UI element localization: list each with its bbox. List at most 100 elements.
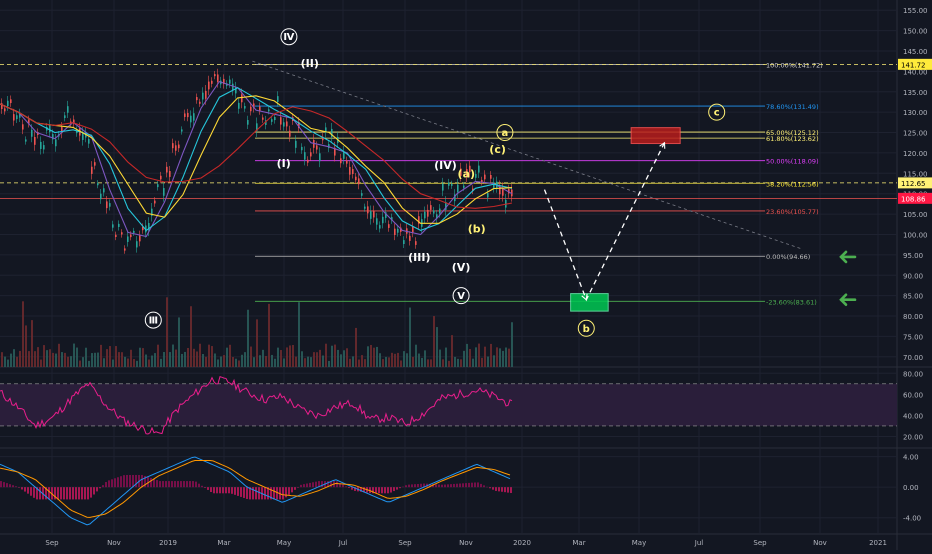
candle-body (499, 186, 501, 195)
fib-label: 100.00%(141.72) (766, 61, 823, 69)
macd-histogram-bar (417, 483, 419, 488)
candle-body (139, 235, 141, 242)
macd-histogram-bar (435, 484, 437, 488)
macd-histogram-bar (27, 487, 29, 494)
macd-histogram-bar (270, 487, 272, 500)
macd-histogram-bar (171, 481, 173, 488)
volume-bar (223, 355, 225, 367)
volume-bar (118, 352, 120, 367)
trendline (252, 60, 802, 250)
candle-body (193, 113, 195, 121)
macd-histogram-bar (177, 481, 179, 488)
volume-bar (334, 344, 336, 367)
volume-bar (337, 349, 339, 367)
candle-body (112, 224, 114, 228)
candle-body (343, 151, 345, 159)
macd-histogram-bar (231, 487, 233, 494)
candle-body (412, 226, 414, 233)
macd-histogram-bar (141, 474, 143, 488)
macd-histogram-bar (264, 487, 266, 500)
candle-body (163, 188, 165, 196)
macd-histogram-bar (489, 487, 491, 489)
candle-body (274, 117, 276, 121)
candle-body (400, 227, 402, 232)
volume-bar (328, 360, 330, 367)
macd-histogram-bar (354, 487, 356, 491)
volume-bar (85, 347, 87, 367)
volume-bar (457, 358, 459, 367)
candle-body (451, 183, 453, 186)
y-tick-label: 70.00 (903, 354, 923, 362)
volume-bar (58, 343, 60, 367)
macd-histogram-bar (474, 482, 476, 488)
projection-arrowhead (659, 141, 666, 149)
volume-bar (265, 356, 267, 367)
candle-body (88, 138, 90, 144)
x-tick-label: Nov (813, 539, 827, 547)
macd-histogram-bar (432, 484, 434, 488)
volume-bar (49, 349, 51, 367)
macd-histogram-bar (216, 487, 218, 494)
wave-label: (c) (489, 143, 506, 156)
volume-bar (208, 344, 210, 367)
y-tick-label: 150.00 (903, 28, 928, 36)
volume-bar (205, 356, 207, 367)
volume-bar (352, 356, 354, 367)
y-tick-label: 75.00 (903, 333, 923, 341)
candle-body (301, 146, 303, 151)
macd-histogram-bar (72, 487, 74, 500)
volume-bar (7, 359, 9, 367)
macd-histogram-bar (147, 476, 149, 488)
candle-body (157, 184, 159, 188)
volume-bar (220, 356, 222, 367)
candle-body (409, 235, 411, 241)
macd-histogram-bar (159, 481, 161, 488)
candle-body (76, 130, 78, 134)
candle-body (154, 200, 156, 204)
macd-histogram-bar (420, 483, 422, 488)
macd-histogram-bar (318, 481, 320, 488)
rsi-band-fill (0, 383, 897, 426)
x-tick-label: Mar (217, 539, 230, 547)
volume-bar (433, 316, 435, 367)
macd-histogram-bar (99, 487, 101, 489)
volume-bar (244, 352, 246, 367)
volume-bar (475, 347, 477, 367)
candle-body (484, 174, 486, 180)
candle-body (415, 241, 417, 245)
y-tick-label: 145.00 (903, 48, 928, 56)
candle-body (310, 152, 312, 157)
volume-bar (409, 307, 411, 367)
candle-body (430, 205, 432, 210)
candle-body (328, 144, 330, 149)
candle-body (130, 234, 132, 238)
macd-histogram-bar (339, 483, 341, 488)
macd-histogram-bar (321, 481, 323, 488)
wave-label: (I) (277, 157, 291, 170)
volume-bar (139, 347, 141, 367)
macd-histogram-bar (36, 487, 38, 500)
candle-body (445, 202, 447, 210)
candle-body (289, 130, 291, 137)
volume-bar (163, 352, 165, 367)
candle-body (121, 232, 123, 235)
volume-bar (148, 359, 150, 367)
volume-bar (10, 353, 12, 367)
macd-histogram-bar (198, 483, 200, 488)
volume-bar (508, 348, 510, 367)
candle-body (457, 184, 459, 193)
macd-histogram-bar (24, 487, 26, 492)
candle-body (73, 119, 75, 124)
volume-layer (1, 297, 513, 367)
volume-bar (460, 359, 462, 367)
macd-histogram-bar (282, 487, 284, 500)
candle-body (397, 228, 399, 233)
volume-bar (490, 343, 492, 367)
volume-bar (280, 350, 282, 367)
volume-bar (322, 355, 324, 367)
volume-bar (442, 359, 444, 367)
macd-histogram-bar (132, 474, 134, 488)
candle-body (4, 108, 6, 112)
macd-histogram-bar (336, 481, 338, 488)
